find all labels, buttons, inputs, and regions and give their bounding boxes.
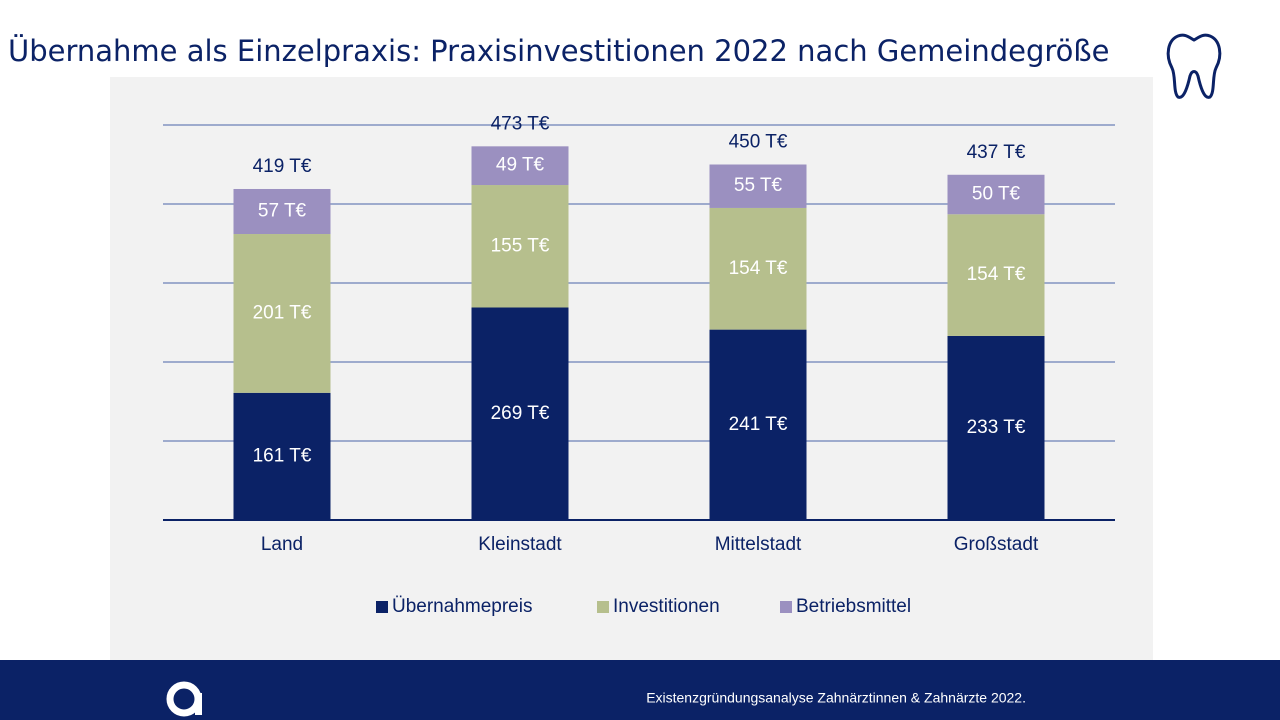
legend-label: Investitionen bbox=[613, 596, 720, 617]
data-label: 233 T€ bbox=[967, 417, 1026, 438]
bar-segment bbox=[233, 188, 331, 235]
legend-swatch bbox=[597, 601, 609, 613]
x-tick-label: Mittelstadt bbox=[715, 534, 802, 555]
bar-segment bbox=[709, 207, 807, 330]
bar-segment bbox=[947, 214, 1045, 336]
data-label: 154 T€ bbox=[729, 258, 788, 279]
data-label: 155 T€ bbox=[491, 235, 550, 256]
data-label: 57 T€ bbox=[258, 201, 307, 222]
total-label: 473 T€ bbox=[491, 113, 550, 134]
x-tick-label: Land bbox=[261, 534, 303, 555]
legend-label: Betriebsmittel bbox=[796, 596, 911, 617]
bar-segment bbox=[947, 174, 1045, 215]
bar-segment bbox=[947, 335, 1045, 520]
bar-segment bbox=[709, 329, 807, 520]
x-tick-label: Großstadt bbox=[954, 534, 1039, 555]
footer-text: Existenzgründungsanalyse Zahnärztinnen &… bbox=[646, 690, 1026, 706]
data-label: 55 T€ bbox=[734, 175, 783, 196]
slide-title: Übernahme als Einzelpraxis: Praxisinvest… bbox=[8, 34, 1110, 68]
total-label: 450 T€ bbox=[729, 132, 788, 153]
data-label: 269 T€ bbox=[491, 403, 550, 424]
legend-label: Übernahmepreis bbox=[392, 596, 532, 617]
data-label: 161 T€ bbox=[253, 445, 312, 466]
bar-segment bbox=[471, 185, 569, 308]
data-label: 201 T€ bbox=[253, 302, 312, 323]
data-label: 241 T€ bbox=[729, 414, 788, 435]
legend-swatch bbox=[376, 601, 388, 613]
bar-segment bbox=[233, 234, 331, 393]
total-label: 437 T€ bbox=[967, 142, 1026, 163]
data-label: 154 T€ bbox=[967, 264, 1026, 285]
bar-segment bbox=[709, 164, 807, 208]
data-label: 50 T€ bbox=[972, 184, 1021, 205]
data-label: 49 T€ bbox=[496, 155, 545, 176]
bar-segment bbox=[471, 307, 569, 520]
x-tick-label: Kleinstadt bbox=[478, 534, 562, 555]
footer-band bbox=[0, 660, 1280, 720]
tooth-icon bbox=[1166, 33, 1222, 99]
bar-segment bbox=[471, 146, 569, 186]
total-label: 419 T€ bbox=[253, 156, 312, 177]
legend-swatch bbox=[780, 601, 792, 613]
logo-stem bbox=[195, 693, 202, 715]
bar-segment bbox=[233, 392, 331, 520]
